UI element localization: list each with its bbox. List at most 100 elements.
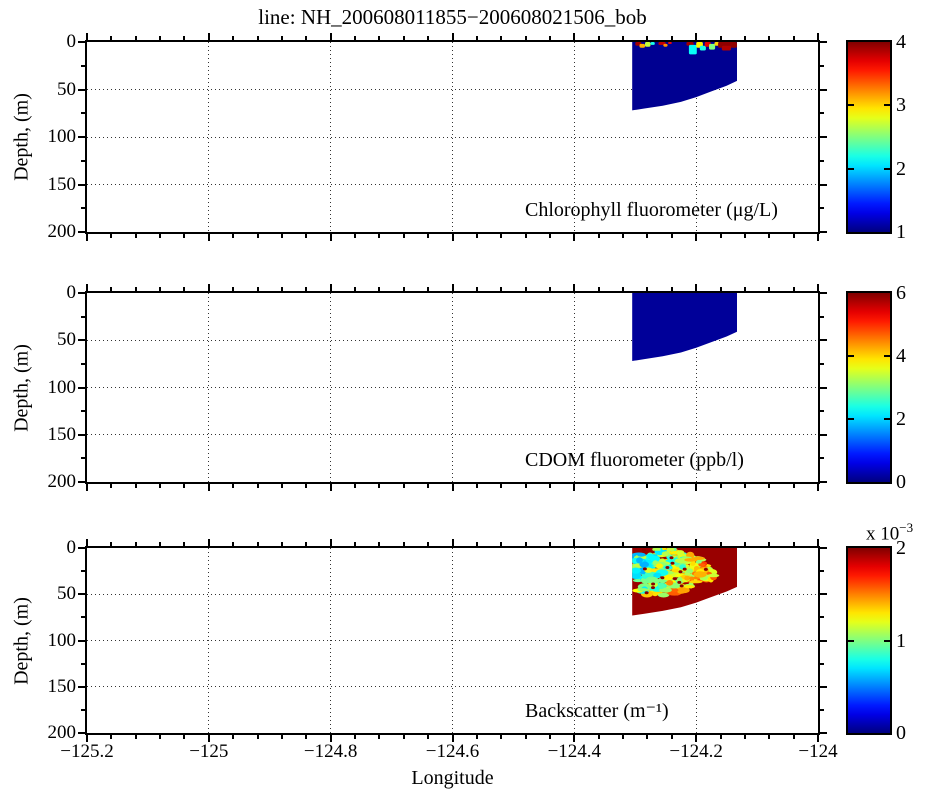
x-minor-tick: [354, 287, 357, 293]
x-major-tick: [329, 284, 332, 293]
colorbar-tick-label: 0: [896, 722, 906, 744]
x-minor-tick: [280, 542, 283, 548]
x-minor-tick: [500, 733, 503, 739]
x-major-tick: [817, 733, 819, 742]
x-major-tick: [695, 33, 698, 42]
x-minor-tick: [134, 36, 137, 42]
y-minor-tick: [81, 64, 87, 67]
x-minor-tick: [232, 482, 235, 488]
x-minor-tick: [548, 482, 551, 488]
x-minor-tick: [159, 232, 162, 238]
x-major-tick: [695, 733, 698, 742]
x-minor-tick: [402, 232, 405, 238]
x-minor-tick: [743, 542, 746, 548]
colorbar-tick: [884, 355, 890, 357]
x-minor-tick: [768, 482, 771, 488]
x-minor-tick: [670, 733, 673, 739]
x-minor-tick: [792, 287, 795, 293]
colorbar-tick: [848, 639, 854, 642]
x-minor-tick: [305, 542, 308, 548]
y-major-tick: [818, 136, 827, 138]
x-minor-tick: [280, 287, 283, 293]
x-major-tick: [86, 482, 88, 491]
x-minor-tick: [354, 542, 357, 548]
y-major-tick: [818, 639, 827, 642]
x-minor-tick: [597, 482, 600, 488]
x-tick-label: −124: [798, 741, 838, 762]
y-major-tick: [78, 183, 87, 186]
colorbar-exponent-label: x 10−3: [866, 520, 914, 545]
x-major-tick: [573, 33, 576, 42]
y-tick-label: 200: [47, 471, 77, 492]
x-minor-tick: [646, 287, 649, 293]
y-major-tick: [78, 481, 87, 483]
x-minor-tick: [232, 733, 235, 739]
y-minor-tick: [81, 362, 87, 365]
x-minor-tick: [134, 482, 137, 488]
x-tick-label: −124.8: [303, 741, 358, 762]
y-major-tick: [818, 183, 827, 186]
x-minor-tick: [427, 36, 430, 42]
x-minor-tick: [500, 287, 503, 293]
x-minor-tick: [232, 287, 235, 293]
x-minor-tick: [524, 36, 527, 42]
x-minor-tick: [646, 482, 649, 488]
x-major-tick: [329, 482, 332, 491]
x-minor-tick: [670, 232, 673, 238]
x-minor-tick: [159, 733, 162, 739]
y-minor-tick: [818, 207, 824, 210]
x-minor-tick: [475, 287, 478, 293]
colorbar-tick: [848, 418, 854, 420]
y-tick-label: 100: [47, 376, 77, 398]
x-minor-tick: [719, 482, 722, 488]
x-minor-tick: [354, 733, 357, 739]
x-minor-tick: [743, 36, 746, 42]
x-minor-tick: [183, 287, 186, 293]
x-minor-tick: [743, 287, 746, 293]
x-major-tick: [329, 232, 332, 241]
x-minor-tick: [256, 542, 259, 548]
x-minor-tick: [646, 542, 649, 548]
x-minor-tick: [524, 733, 527, 739]
x-minor-tick: [500, 36, 503, 42]
x-minor-tick: [597, 542, 600, 548]
x-major-tick: [451, 232, 454, 241]
x-minor-tick: [402, 36, 405, 42]
x-minor-tick: [475, 733, 478, 739]
y-major-tick: [818, 547, 827, 549]
x-major-tick: [573, 284, 576, 293]
x-major-tick: [817, 284, 819, 293]
y-minor-tick: [818, 570, 824, 573]
y-minor-tick: [818, 410, 824, 413]
y-minor-tick: [81, 410, 87, 413]
y-major-tick: [818, 685, 827, 688]
x-minor-tick: [743, 482, 746, 488]
x-minor-tick: [792, 482, 795, 488]
colorbar-tick: [884, 167, 890, 170]
y-major-tick: [818, 339, 827, 342]
x-minor-tick: [354, 36, 357, 42]
y-major-tick: [78, 639, 87, 642]
x-minor-tick: [256, 232, 259, 238]
x-minor-tick: [768, 36, 771, 42]
y-major-tick: [78, 88, 87, 91]
x-minor-tick: [646, 232, 649, 238]
x-minor-tick: [183, 542, 186, 548]
x-minor-tick: [670, 482, 673, 488]
x-minor-tick: [110, 232, 113, 238]
y-major-tick: [78, 433, 87, 436]
x-minor-tick: [719, 232, 722, 238]
colorbar-tick-label: 4: [896, 345, 906, 367]
x-minor-tick: [110, 36, 113, 42]
x-tick-label: −124.6: [425, 741, 480, 762]
figure-title: line: NH_200608011855−200608021506_bob: [258, 5, 647, 29]
x-minor-tick: [134, 733, 137, 739]
x-minor-tick: [134, 542, 137, 548]
x-minor-tick: [719, 733, 722, 739]
x-minor-tick: [280, 482, 283, 488]
x-minor-tick: [719, 287, 722, 293]
x-minor-tick: [134, 232, 137, 238]
x-minor-tick: [792, 232, 795, 238]
gridline-horizontal: [87, 136, 818, 138]
